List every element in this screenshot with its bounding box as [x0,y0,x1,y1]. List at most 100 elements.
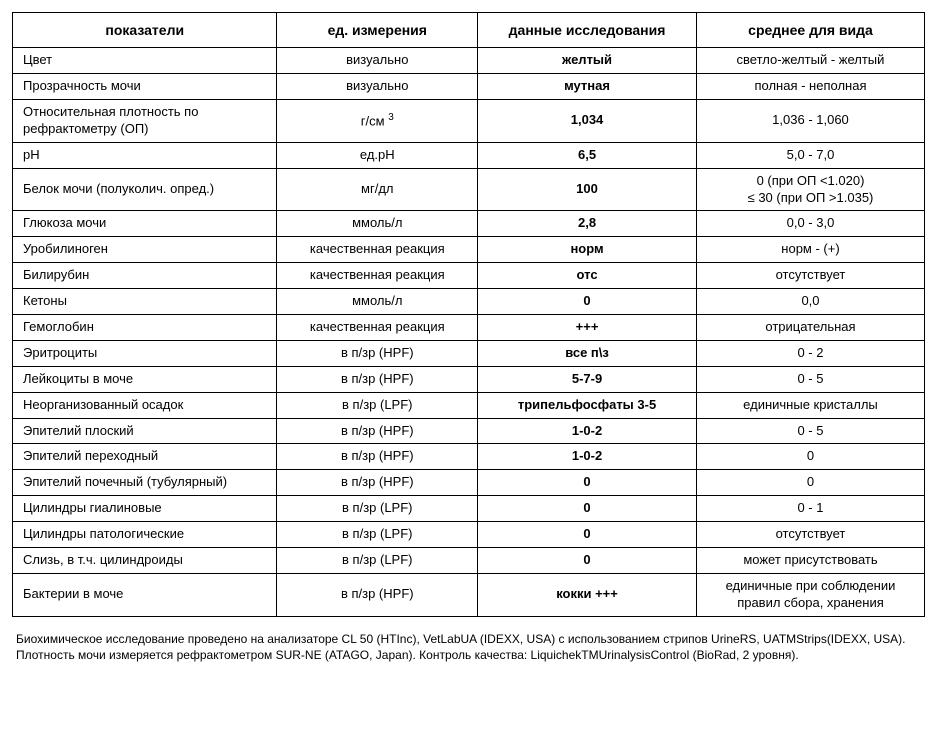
table-row: Уробилиногенкачественная реакциянормнорм… [13,237,925,263]
cell-value: норм [478,237,697,263]
cell-indicator: Белок мочи (полуколич. опред.) [13,168,277,211]
cell-indicator: Билирубин [13,263,277,289]
cell-value: 0 [478,548,697,574]
cell-unit: ед.pH [277,142,478,168]
cell-unit: в п/зр (HPF) [277,444,478,470]
cell-indicator: Эпителий почечный (тубулярный) [13,470,277,496]
cell-indicator: Эритроциты [13,340,277,366]
table-body: Цветвизуальножелтыйсветло-желтый - желты… [13,48,925,616]
cell-value: кокки +++ [478,573,697,616]
cell-reference: 0 [696,470,924,496]
table-row: Эпителий плоскийв п/зр (HPF)1-0-20 - 5 [13,418,925,444]
cell-indicator: Бактерии в моче [13,573,277,616]
cell-value: 1-0-2 [478,418,697,444]
cell-indicator: Прозрачность мочи [13,74,277,100]
cell-indicator: Эпителий переходный [13,444,277,470]
cell-reference: 0 - 5 [696,366,924,392]
table-row: Цилиндры гиалиновыев п/зр (LPF)00 - 1 [13,496,925,522]
cell-indicator: Цилиндры гиалиновые [13,496,277,522]
cell-indicator: Эпителий плоский [13,418,277,444]
cell-unit: в п/зр (HPF) [277,418,478,444]
cell-unit: в п/зр (HPF) [277,340,478,366]
cell-value: мутная [478,74,697,100]
cell-unit: в п/зр (HPF) [277,470,478,496]
cell-reference: 0 (при ОП <1.020)≤ 30 (при ОП >1.035) [696,168,924,211]
cell-indicator: Неорганизованный осадок [13,392,277,418]
cell-value: желтый [478,48,697,74]
cell-reference: 0 - 5 [696,418,924,444]
table-row: Слизь, в т.ч. цилиндроидыв п/зр (LPF)0мо… [13,548,925,574]
cell-unit: качественная реакция [277,314,478,340]
cell-reference: единичные кристаллы [696,392,924,418]
cell-value: 0 [478,522,697,548]
cell-value: отс [478,263,697,289]
cell-unit: ммоль/л [277,211,478,237]
cell-unit: мг/дл [277,168,478,211]
cell-value: 0 [478,289,697,315]
cell-reference: отсутствует [696,263,924,289]
cell-value: 2,8 [478,211,697,237]
cell-unit: качественная реакция [277,263,478,289]
cell-value: 6,5 [478,142,697,168]
table-row: Неорганизованный осадокв п/зр (LPF)трипе… [13,392,925,418]
cell-value: 100 [478,168,697,211]
cell-value: трипельфосфаты 3-5 [478,392,697,418]
header-indicator: показатели [13,13,277,48]
cell-value: 1,034 [478,99,697,142]
cell-indicator: Кетоны [13,289,277,315]
table-row: pHед.pH6,55,0 - 7,0 [13,142,925,168]
cell-unit: в п/зр (HPF) [277,366,478,392]
cell-unit: визуально [277,48,478,74]
cell-indicator: Глюкоза мочи [13,211,277,237]
cell-value: 0 [478,496,697,522]
cell-reference: может присутствовать [696,548,924,574]
table-row: Кетоныммоль/л00,0 [13,289,925,315]
cell-value: 1-0-2 [478,444,697,470]
cell-reference: 0 [696,444,924,470]
cell-reference: отрицательная [696,314,924,340]
cell-indicator: Уробилиноген [13,237,277,263]
cell-reference: 0,0 [696,289,924,315]
cell-indicator: Гемоглобин [13,314,277,340]
table-row: Эритроцитыв п/зр (HPF)все п\з0 - 2 [13,340,925,366]
cell-unit: в п/зр (HPF) [277,573,478,616]
cell-unit: в п/зр (LPF) [277,496,478,522]
cell-reference: светло-желтый - желтый [696,48,924,74]
table-row: Глюкоза мочиммоль/л2,80,0 - 3,0 [13,211,925,237]
table-row: Бактерии в мочев п/зр (HPF)кокки +++един… [13,573,925,616]
cell-value: 5-7-9 [478,366,697,392]
cell-reference: 0 - 2 [696,340,924,366]
cell-reference: полная - неполная [696,74,924,100]
cell-unit: визуально [277,74,478,100]
cell-reference: норм - (+) [696,237,924,263]
cell-reference: 0,0 - 3,0 [696,211,924,237]
cell-indicator: Цилиндры патологические [13,522,277,548]
cell-reference: единичные при соблюдении правил сбора, х… [696,573,924,616]
table-row: Цилиндры патологическиев п/зр (LPF)0отсу… [13,522,925,548]
table-row: Относительная плотность по рефрактометру… [13,99,925,142]
table-row: Лейкоциты в мочев п/зр (HPF)5-7-90 - 5 [13,366,925,392]
cell-indicator: Цвет [13,48,277,74]
header-value: данные исследования [478,13,697,48]
cell-indicator: Лейкоциты в моче [13,366,277,392]
cell-unit: в п/зр (LPF) [277,548,478,574]
cell-indicator: pH [13,142,277,168]
cell-reference: отсутствует [696,522,924,548]
cell-value: 0 [478,470,697,496]
table-row: Эпителий почечный (тубулярный)в п/зр (HP… [13,470,925,496]
cell-unit: г/см 3 [277,99,478,142]
cell-unit: в п/зр (LPF) [277,522,478,548]
table-row: Гемоглобинкачественная реакция+++отрицат… [13,314,925,340]
table-row: Белок мочи (полуколич. опред.)мг/дл1000 … [13,168,925,211]
cell-value: все п\з [478,340,697,366]
cell-reference: 0 - 1 [696,496,924,522]
cell-reference: 1,036 - 1,060 [696,99,924,142]
cell-indicator: Слизь, в т.ч. цилиндроиды [13,548,277,574]
table-header-row: показатели ед. измерения данные исследов… [13,13,925,48]
table-row: Цветвизуальножелтыйсветло-желтый - желты… [13,48,925,74]
cell-value: +++ [478,314,697,340]
table-row: Билирубинкачественная реакцияотсотсутств… [13,263,925,289]
cell-reference: 5,0 - 7,0 [696,142,924,168]
table-row: Прозрачность мочивизуальномутнаяполная -… [13,74,925,100]
urinalysis-table: показатели ед. измерения данные исследов… [12,12,925,617]
